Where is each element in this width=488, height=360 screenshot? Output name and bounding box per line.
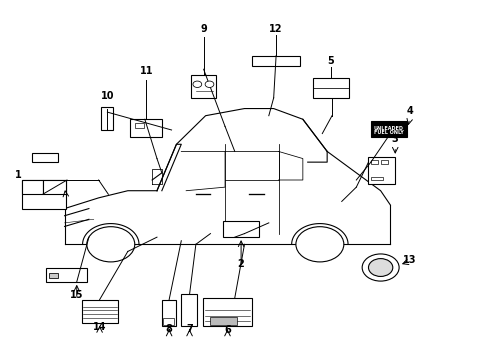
Bar	[81, 300, 118, 323]
Bar	[163, 318, 174, 325]
Bar	[370, 160, 377, 164]
Bar	[101, 107, 113, 130]
Circle shape	[204, 81, 213, 87]
Bar	[22, 180, 42, 194]
Bar	[162, 300, 176, 327]
Text: 15: 15	[70, 290, 83, 300]
Bar	[130, 119, 162, 137]
Bar	[368, 157, 394, 184]
Text: 7: 7	[186, 324, 193, 334]
Circle shape	[87, 227, 135, 262]
Text: 3: 3	[391, 134, 398, 144]
Circle shape	[295, 227, 343, 262]
Bar	[46, 268, 87, 282]
Text: 12: 12	[269, 23, 282, 33]
Text: 5: 5	[326, 56, 333, 66]
Bar	[251, 56, 300, 66]
Text: 2: 2	[237, 259, 244, 269]
Bar	[380, 160, 387, 164]
Bar	[42, 180, 65, 194]
Bar	[49, 273, 58, 278]
Bar	[222, 221, 259, 237]
Text: 8: 8	[165, 324, 172, 334]
Circle shape	[193, 81, 201, 87]
Bar	[370, 121, 407, 137]
Text: 80: 80	[374, 263, 386, 272]
Text: 14: 14	[93, 322, 106, 332]
Bar	[191, 75, 216, 98]
Bar	[370, 177, 382, 180]
Bar	[312, 78, 348, 98]
Text: 4: 4	[406, 106, 412, 116]
Text: 11: 11	[139, 66, 153, 76]
Text: UNLEADED: UNLEADED	[373, 126, 403, 131]
Text: 9: 9	[200, 23, 206, 33]
Bar	[31, 153, 58, 162]
Text: 13: 13	[402, 255, 416, 265]
Bar	[203, 298, 251, 327]
Bar	[210, 317, 237, 325]
Text: FUEL ONLY: FUEL ONLY	[373, 130, 403, 135]
Circle shape	[368, 258, 392, 276]
Bar	[135, 123, 143, 128]
Circle shape	[362, 254, 398, 281]
Bar	[181, 294, 197, 327]
Text: 1: 1	[15, 170, 22, 180]
Text: 10: 10	[101, 91, 114, 102]
Text: 6: 6	[224, 325, 230, 335]
Bar	[22, 180, 65, 208]
